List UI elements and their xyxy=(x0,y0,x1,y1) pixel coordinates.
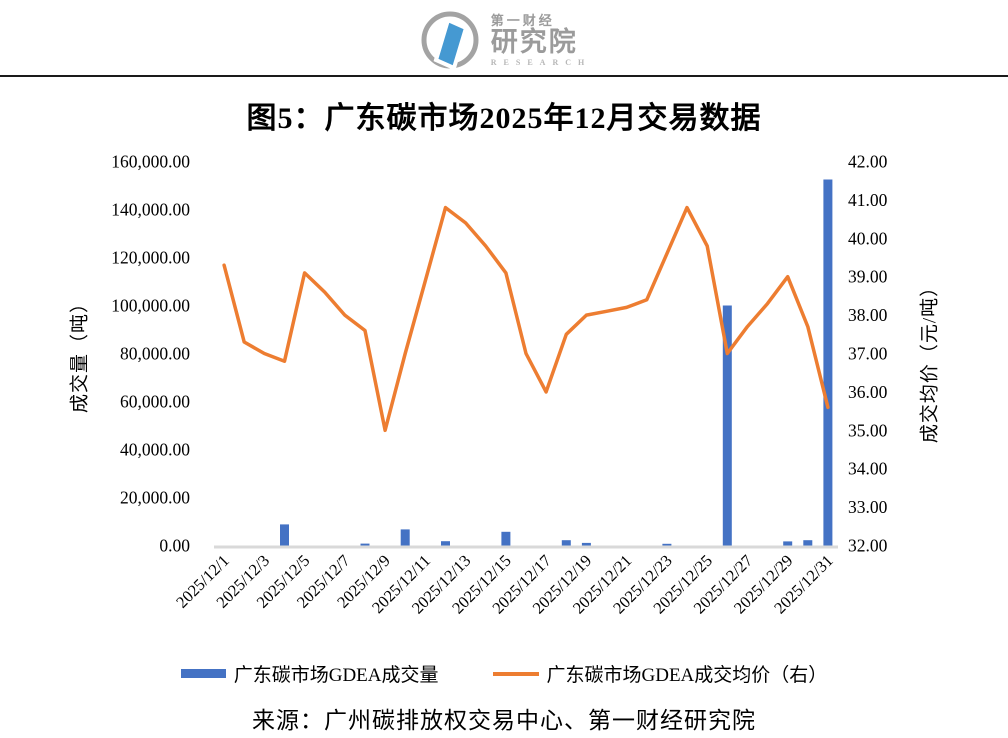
legend-bar-label: 广东碳市场GDEA成交量 xyxy=(233,665,439,686)
volume-bar xyxy=(501,531,511,546)
legend-item-price: 广东碳市场GDEA成交均价（右） xyxy=(449,660,828,687)
logo-brand-line2: 研究院 xyxy=(490,26,578,57)
logo-brand-line1: 第一财经 xyxy=(490,12,555,28)
right-axis-tick-label: 41.00 xyxy=(848,190,888,210)
volume-bar xyxy=(581,542,591,546)
right-axis-tick-label: 36.00 xyxy=(848,382,888,402)
volume-bar xyxy=(441,541,450,546)
right-axis-tick-label: 34.00 xyxy=(848,459,888,479)
left-axis-tick-label: 100,000.00 xyxy=(111,296,190,316)
yicai-logo-mark-icon xyxy=(421,11,479,71)
logo-brand-line3: RESEARCH xyxy=(490,57,592,67)
yicai-research-logo: 第一财经 研究院 RESEARCH xyxy=(417,8,591,72)
volume-bar xyxy=(561,540,571,546)
right-axis-tick-label: 39.00 xyxy=(848,267,888,287)
logo-parallelogram xyxy=(433,17,469,71)
header-divider xyxy=(0,75,1008,77)
right-axis-tick-label: 32.00 xyxy=(848,536,888,556)
right-axis-tick-label: 42.00 xyxy=(848,152,888,172)
left-axis-tick-label: 120,000.00 xyxy=(111,248,190,268)
chart-title: 图5：广东碳市场2025年12月交易数据 xyxy=(246,102,762,135)
right-axis-title: 成交均价（元/吨） xyxy=(919,276,941,444)
right-axis-tick-label: 37.00 xyxy=(848,344,888,364)
volume-bar xyxy=(783,541,793,546)
volume-bar xyxy=(400,529,410,546)
legend-item-volume: 广东碳市场GDEA成交量 xyxy=(180,660,439,687)
right-axis-tick-label: 33.00 xyxy=(848,497,888,517)
left-axis-tick-label: 20,000.00 xyxy=(120,488,190,508)
left-axis-tick-label: 60,000.00 xyxy=(120,392,190,412)
legend: 广东碳市场GDEA成交量 广东碳市场GDEA成交均价（右） xyxy=(0,660,1008,687)
right-axis-tick-label: 38.00 xyxy=(848,305,888,325)
price-line xyxy=(222,205,830,433)
combo-chart-plot: 0.00 20,000.00 40,000.00 60,000.00 80,000.00… xyxy=(111,152,888,618)
header: 第一财经 研究院 RESEARCH xyxy=(0,8,1008,72)
volume-bar xyxy=(803,540,813,546)
legend-line-swatch-icon xyxy=(492,671,539,676)
volume-bar xyxy=(662,543,672,546)
left-axis-tick-label: 0.00 xyxy=(159,536,190,556)
legend-line-label: 广东碳市场GDEA成交均价（右） xyxy=(546,665,828,686)
volume-bar xyxy=(823,179,833,546)
source-note: 来源：广州碳排放权交易中心、第一财经研究院 xyxy=(252,708,756,733)
left-axis-tick-label: 140,000.00 xyxy=(111,200,190,220)
volume-bar xyxy=(280,524,289,546)
left-axis-tick-label: 80,000.00 xyxy=(120,344,190,364)
logo-text: 第一财经 研究院 RESEARCH xyxy=(491,14,591,67)
volume-bar xyxy=(360,543,370,546)
right-axis-tick-label: 40.00 xyxy=(848,228,888,248)
right-axis-tick-label: 35.00 xyxy=(848,420,888,440)
left-axis-tick-label: 40,000.00 xyxy=(120,440,190,460)
left-axis-tick-label: 160,000.00 xyxy=(111,152,190,172)
legend-bar-swatch-icon xyxy=(180,669,226,678)
left-axis-title: 成交量（吨） xyxy=(69,292,91,414)
volume-bar xyxy=(722,305,732,546)
